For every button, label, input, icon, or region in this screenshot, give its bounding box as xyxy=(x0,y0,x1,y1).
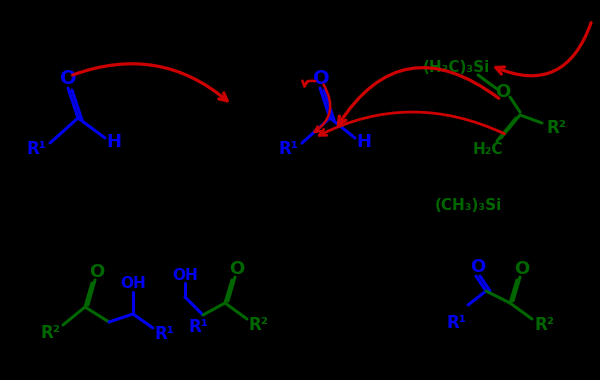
Text: H: H xyxy=(356,133,371,151)
Text: OH: OH xyxy=(172,268,198,282)
Text: R¹: R¹ xyxy=(26,140,46,158)
Text: O: O xyxy=(313,68,329,87)
Text: OH: OH xyxy=(120,277,146,291)
Text: O: O xyxy=(514,260,530,278)
Text: R²: R² xyxy=(546,119,566,137)
Text: R²: R² xyxy=(41,324,61,342)
Text: R¹: R¹ xyxy=(278,140,298,158)
Text: R¹: R¹ xyxy=(188,318,208,336)
Text: O: O xyxy=(470,258,485,276)
Text: R²: R² xyxy=(249,316,269,334)
Text: H₂C: H₂C xyxy=(473,142,503,157)
Text: (CH₃)₃Si: (CH₃)₃Si xyxy=(434,198,502,212)
Text: O: O xyxy=(89,263,104,281)
Text: (H₃C)₃Si: (H₃C)₃Si xyxy=(422,60,490,76)
Text: R¹: R¹ xyxy=(155,325,175,343)
Text: O: O xyxy=(59,68,76,87)
Text: O: O xyxy=(229,260,245,278)
Text: O: O xyxy=(496,83,511,101)
Text: H: H xyxy=(107,133,121,151)
Text: R²: R² xyxy=(534,316,554,334)
Text: R¹: R¹ xyxy=(446,314,466,332)
